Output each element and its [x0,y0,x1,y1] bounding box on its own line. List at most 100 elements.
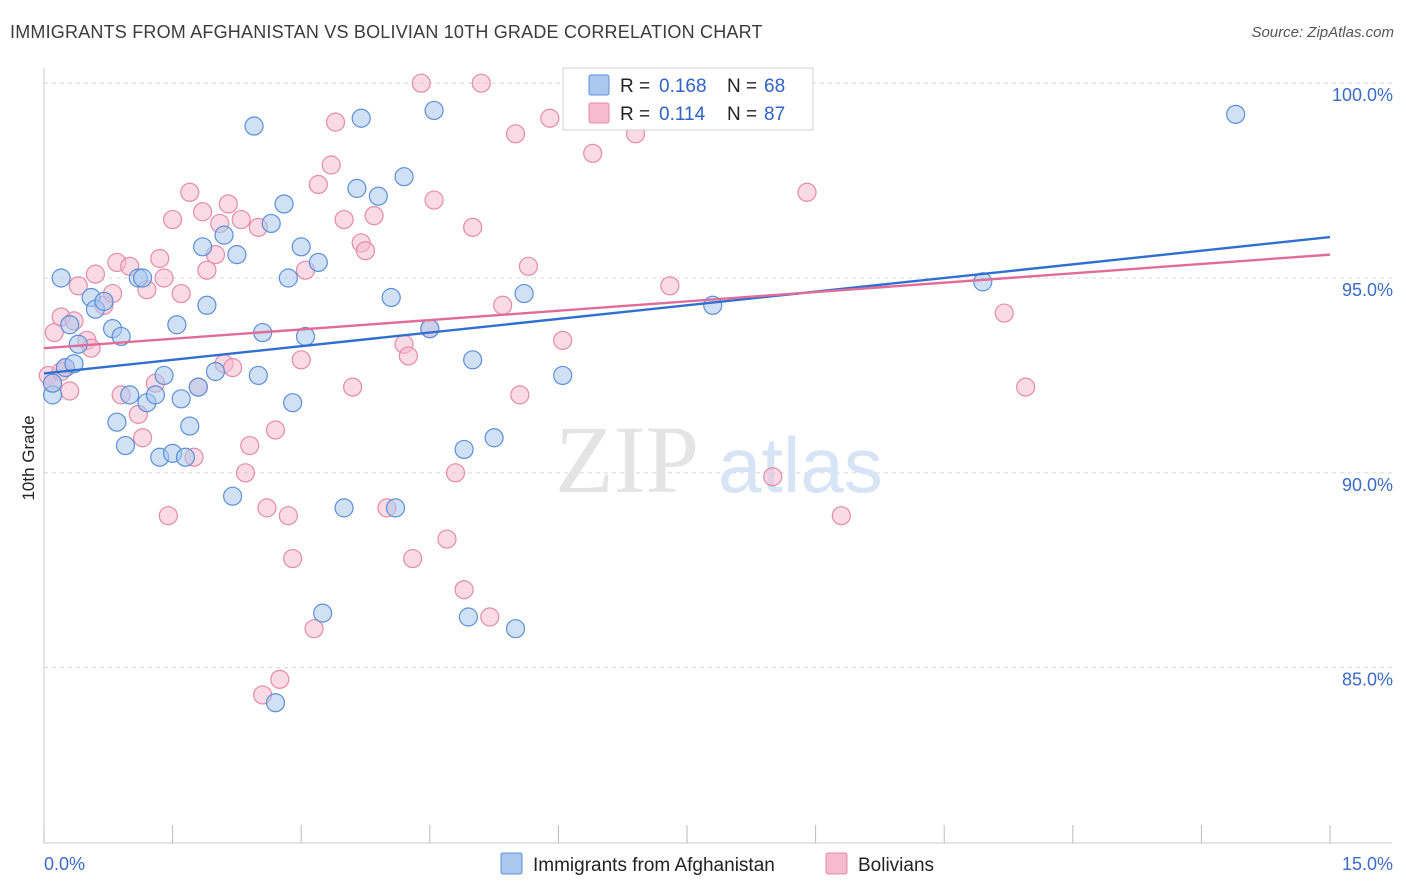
data-point-pink [355,241,376,261]
watermark-zip: ZIP [555,406,699,513]
data-point-blue [351,108,371,128]
data-point-pink [583,143,603,163]
data-point-pink [334,209,354,230]
legend-n-label-pink: N = [727,104,757,125]
data-point-pink [445,463,466,483]
data-point-pink [540,108,560,128]
data-point-blue [334,498,354,518]
data-point-pink [411,73,431,93]
data-point-blue [64,354,84,374]
data-point-blue [308,252,328,273]
data-point-pink [454,580,474,600]
y-tick-label: 95.0% [1342,280,1393,300]
data-point-blue [145,385,166,405]
data-point-blue [420,319,440,339]
source-label: Source: ZipAtlas.com [1251,24,1394,41]
data-point-pink [132,428,153,448]
data-point-blue [120,385,140,405]
data-point-pink [193,202,213,222]
data-point-pink [493,295,513,315]
data-point-blue [381,287,401,308]
data-point-blue [484,428,504,448]
data-point-pink [283,548,303,569]
data-point-pink [85,264,106,284]
data-point-blue [463,350,483,370]
data-point-blue [1226,104,1246,124]
data-point-blue [205,361,226,382]
data-point-pink [510,385,530,405]
y-axis-label: 10th Grade [19,415,38,500]
legend-r-value-pink: 0.114 [659,104,706,125]
data-point-blue [60,315,80,335]
data-point-blue [227,245,247,265]
data-point-blue [424,100,444,121]
data-point-blue [368,186,388,206]
data-point-pink [257,498,277,518]
data-point-blue [278,268,298,288]
data-point-blue [261,213,281,234]
data-point-blue [111,326,131,347]
data-point-pink [304,619,324,639]
data-point-blue [107,412,127,432]
data-point-pink [308,174,328,195]
data-point-pink [480,607,500,627]
data-point-pink [994,303,1014,323]
data-point-pink [68,276,88,296]
y-tick-labels: 100.0% 95.0% 90.0% 85.0% [1332,85,1393,689]
data-point-blue [458,607,478,627]
data-point-pink [197,260,217,280]
data-point-blue [223,486,243,506]
data-point-blue [283,393,303,413]
data-point-pink [150,248,170,269]
data-point-pink [154,268,174,288]
legend-bottom-swatch-blue [500,852,523,875]
chart-title: IMMIGRANTS FROM AFGHANISTAN VS BOLIVIAN … [10,22,763,42]
data-point-pink [291,350,311,370]
data-point-blue [42,373,63,393]
data-point-pink [171,283,191,304]
data-point-pink [223,358,243,378]
data-point-pink [505,124,526,144]
data-point-blue [553,365,573,386]
data-point-pink [240,435,260,456]
data-point-blue [188,377,208,397]
series-legend: Immigrants from Afghanistan Bolivians [500,852,934,876]
x-tick-label-right: 15.0% [1342,854,1393,874]
trend-lines [43,235,1331,375]
data-point-blue [454,439,474,460]
legend-r-label-blue: R = [620,76,650,97]
legend-swatch-blue [588,74,610,96]
data-point-blue [514,283,534,304]
data-point-blue [154,365,174,386]
data-point-blue [197,295,217,315]
x-tick-label-left: 0.0% [44,854,85,874]
data-point-blue [115,435,136,456]
data-point-pink [463,217,483,237]
y-tick-label: 85.0% [1342,670,1393,690]
data-point-blue [385,498,406,518]
data-point-pink [437,529,457,549]
data-point-pink [518,256,538,276]
axes [43,68,1392,844]
data-point-blue [291,237,311,257]
data-point-blue [394,167,414,187]
legend-n-label-blue: N = [727,76,757,97]
data-point-pink [325,112,346,132]
data-point-pink [265,420,286,440]
data-point-pink [553,330,573,350]
data-point-blue [265,693,286,713]
data-point-pink [424,190,444,210]
data-point-pink [163,209,183,230]
data-point-pink [158,506,178,526]
data-point-pink [235,463,256,483]
data-point-pink [403,548,423,569]
data-point-pink [831,506,851,526]
data-point-pink [398,346,418,366]
data-point-blue [193,237,213,257]
data-point-blue [248,365,268,386]
data-point-blue [180,416,200,436]
data-point-pink [763,467,783,487]
series-bolivians-points [38,73,1036,705]
data-point-blue [132,268,153,288]
